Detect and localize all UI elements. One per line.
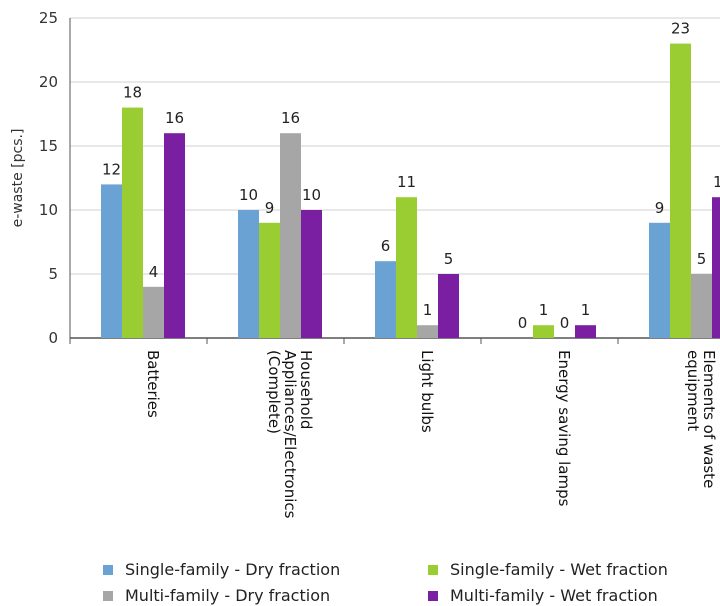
bars [101,43,720,338]
bar [122,107,143,338]
data-label: 1 [423,301,433,319]
legend-swatch [103,564,113,575]
bar [259,222,280,338]
x-category-label: Appliances/Electronics [281,350,299,519]
x-category-label: Batteries [144,350,162,418]
data-label: 10 [302,186,321,204]
x-category-label: Elements of waste [700,350,718,488]
x-category-label: Energy saving lamps [555,350,573,507]
bar [649,222,670,338]
data-label: 1 [539,301,549,319]
data-label: 9 [265,199,275,217]
legend-swatch [428,564,438,575]
data-label: 5 [444,250,454,268]
data-label: 16 [165,109,184,127]
x-category-label: equipment [684,350,702,431]
data-label: 5 [697,250,707,268]
legend-item-single-wet: Single-family - Wet fraction [428,560,668,579]
legend-label: Multi-family - Dry fraction [125,586,331,605]
data-label: 18 [123,84,142,102]
bar [712,197,720,338]
bar [143,286,164,338]
data-label: 11 [397,173,416,191]
legend-label: Single-family - Wet fraction [450,560,668,579]
data-labels: 12106091891112341610516105111 [102,20,720,332]
data-label: 4 [149,263,159,281]
data-label: 9 [655,199,665,217]
bar [575,325,596,338]
x-category-label: Light bulbs [418,350,436,433]
legend-swatch [103,590,113,601]
bar [375,261,396,338]
bar [280,133,301,338]
data-label: 0 [518,314,528,332]
bar [670,43,691,338]
data-label: 1 [581,301,591,319]
bar [301,210,322,338]
legend-item-single-dry: Single-family - Dry fraction [103,560,340,579]
legend-item-multi-dry: Multi-family - Dry fraction [103,586,330,605]
x-category-label: Household [297,350,315,429]
y-tick-label: 15 [39,137,58,155]
bar [164,133,185,338]
y-tick-label: 20 [39,73,58,91]
y-axis-label: e-waste [pcs.] [10,129,26,228]
x-axis: Batteries HouseholdAppliances/Electronics… [69,338,718,519]
bar [691,274,712,338]
bar [438,274,459,338]
bar [417,325,438,338]
y-tick-label: 5 [48,265,58,283]
data-label: 10 [239,186,258,204]
legend-item-multi-wet: Multi-family - Wet fraction [428,586,658,605]
y-axis: 0 5 10 15 20 25 [39,9,71,347]
data-label: 0 [560,314,570,332]
data-label: 23 [671,20,690,38]
legend: Single-family - Dry fraction Single-fami… [0,552,720,606]
y-tick-label: 25 [39,9,58,27]
legend-label: Multi-family - Wet fraction [450,586,658,605]
y-tick-label: 0 [48,329,58,347]
data-label: 6 [381,237,391,255]
x-category-label: (Complete) [265,350,283,434]
bar [101,184,122,338]
y-tick-label: 10 [39,201,58,219]
legend-swatch [428,590,438,601]
bar [396,197,417,338]
legend-label: Single-family - Dry fraction [125,560,341,579]
data-label: 12 [102,160,121,178]
data-label: 16 [281,109,300,127]
bar [533,325,554,338]
data-label: 11 [713,173,720,191]
bar [238,210,259,338]
